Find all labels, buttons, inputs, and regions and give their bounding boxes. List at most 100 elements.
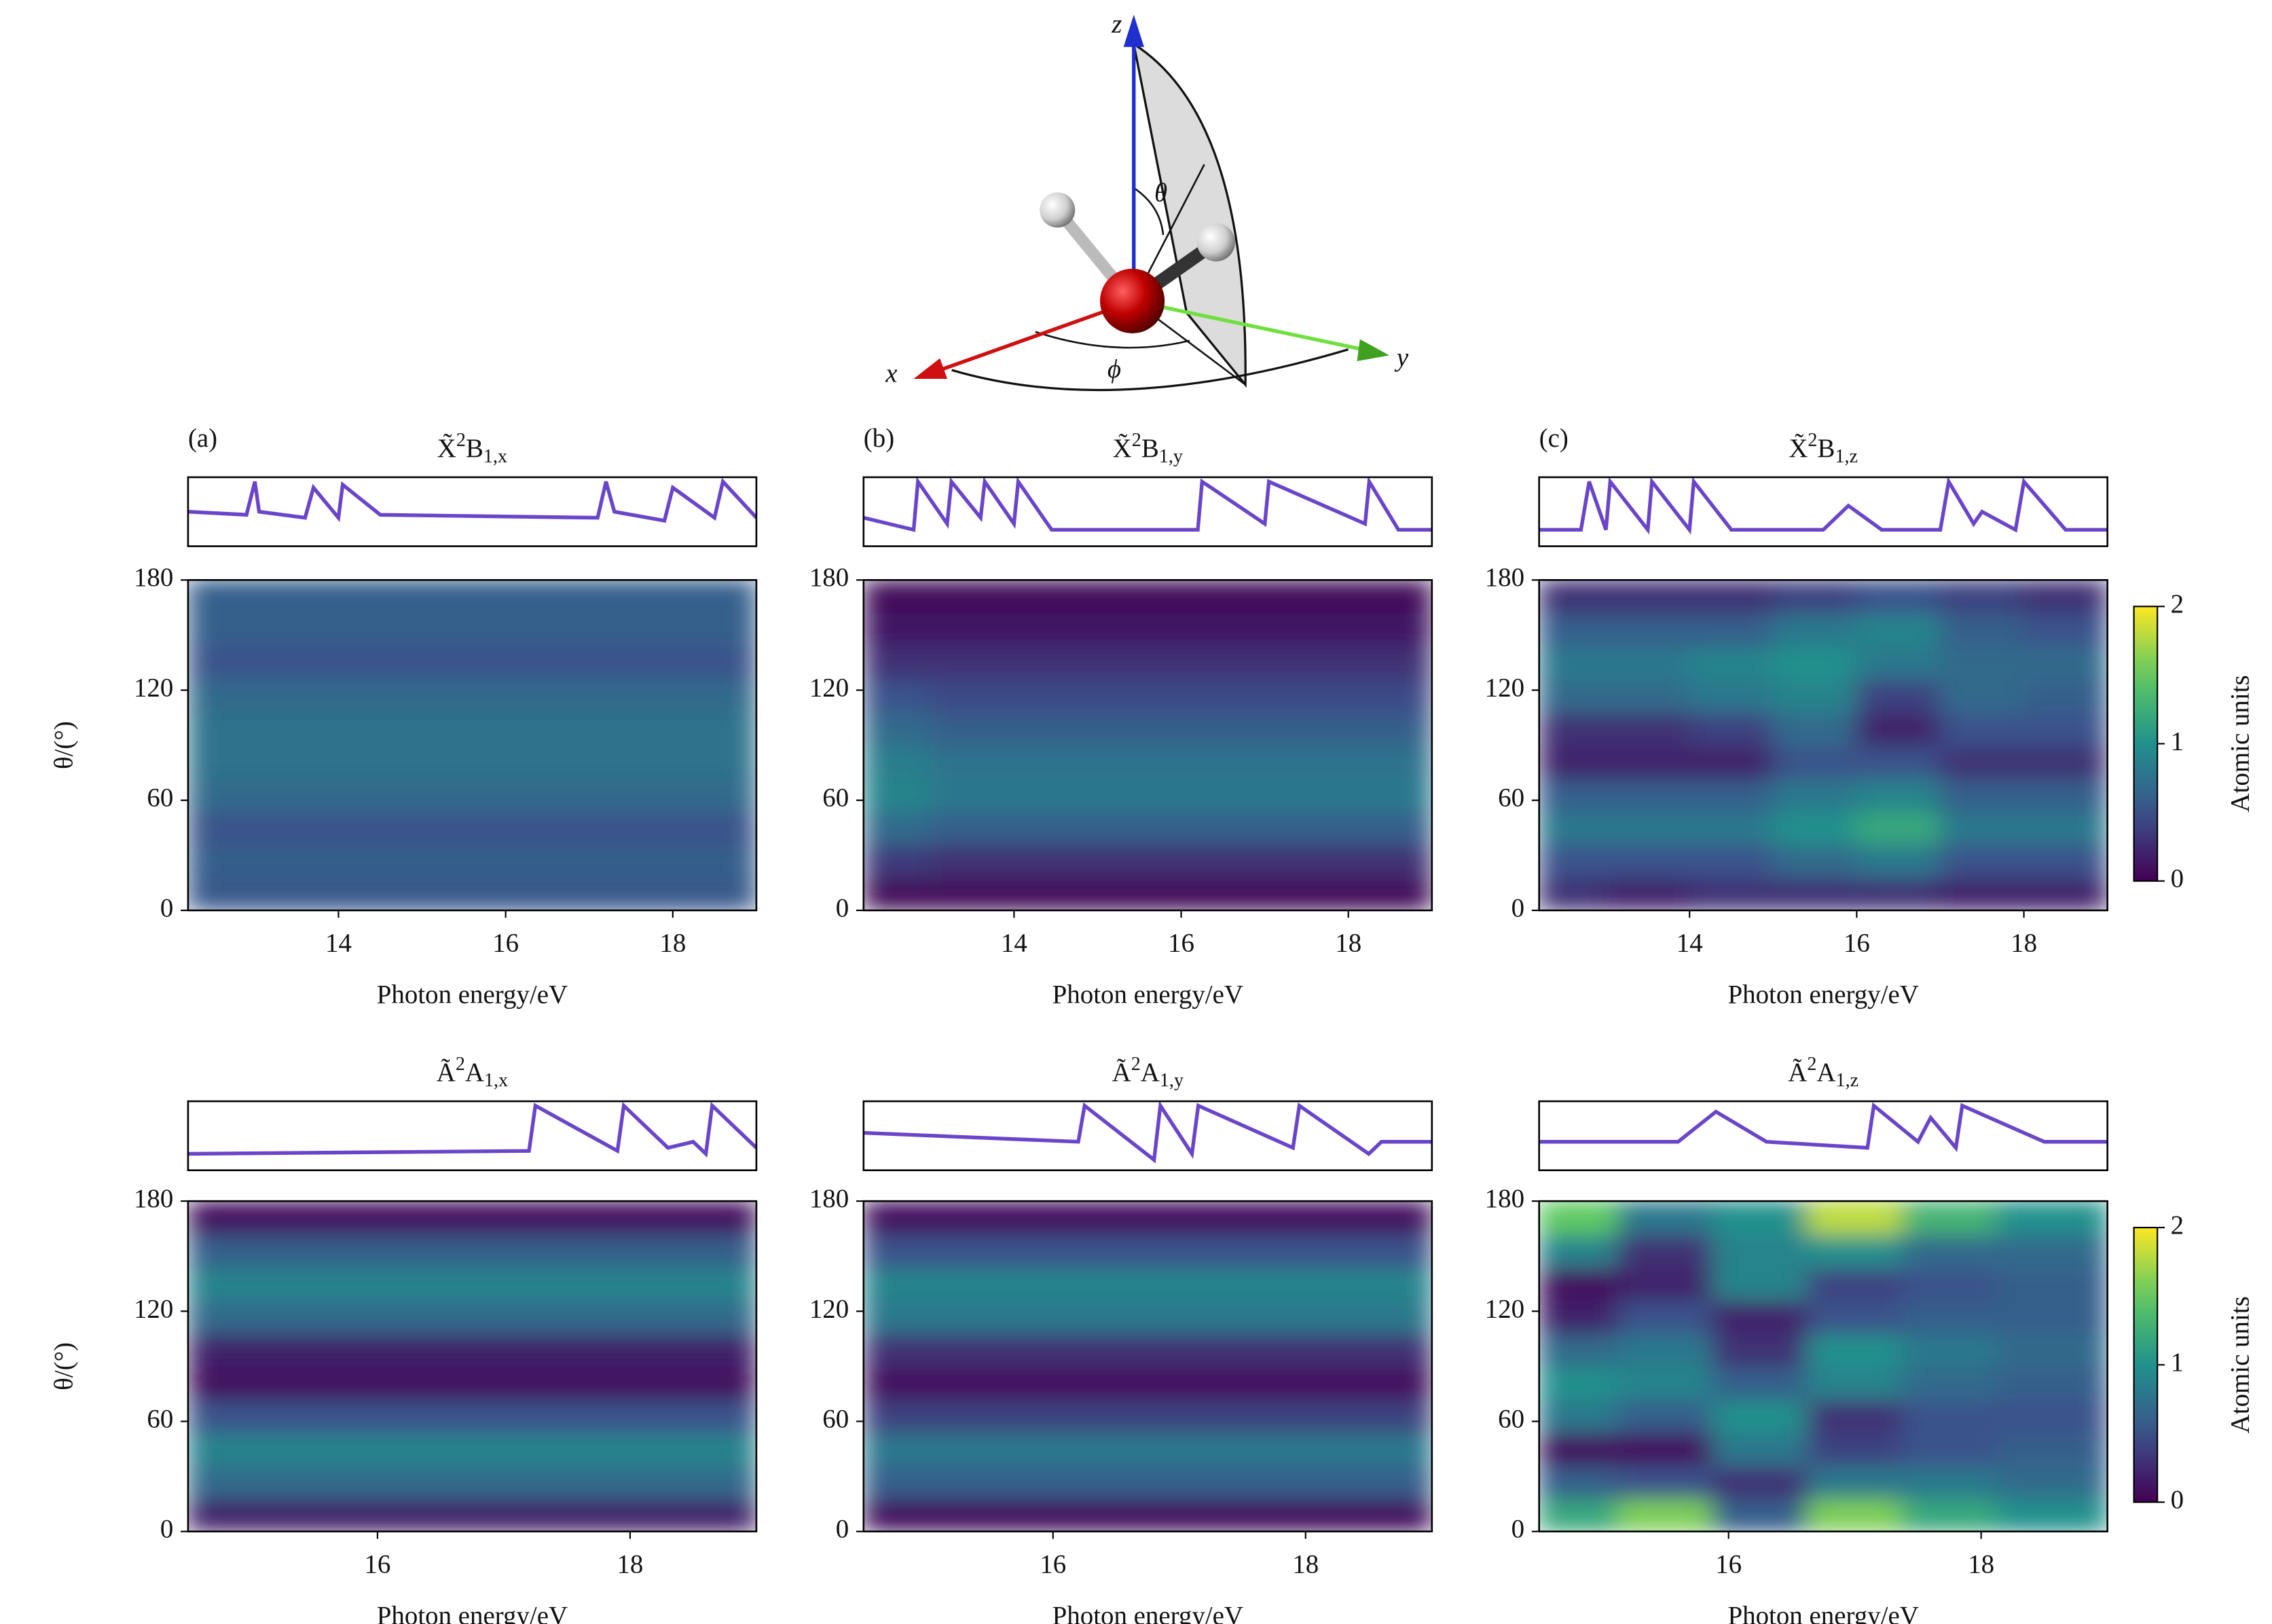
heatmap-cell bbox=[1347, 678, 1432, 714]
colorbar bbox=[2133, 606, 2159, 882]
heatmap-cell bbox=[361, 1266, 458, 1302]
heatmap-cell bbox=[1347, 580, 1432, 614]
heatmap bbox=[863, 580, 1432, 910]
heatmap-cells bbox=[1539, 580, 2108, 910]
axis-label: z bbox=[1111, 10, 1122, 39]
heatmap-cell bbox=[863, 810, 932, 845]
title-sym: A bbox=[1816, 1058, 1835, 1087]
colorbar-label: Atomic units bbox=[2226, 1296, 2255, 1433]
y-tick-label: 120 bbox=[1485, 673, 1524, 702]
panel-title: X̃2B1,x bbox=[437, 430, 507, 467]
heatmap-cell bbox=[254, 810, 340, 845]
heatmap-cell bbox=[1131, 1365, 1228, 1401]
heatmap-cell bbox=[1712, 1464, 1808, 1500]
heatmap-cell bbox=[361, 1431, 458, 1466]
panel-label: (a) bbox=[188, 424, 217, 453]
heatmap-cell bbox=[588, 876, 674, 910]
heatmap-cell bbox=[588, 645, 674, 680]
y-axis bbox=[1133, 299, 1363, 352]
heatmap-cell bbox=[1347, 744, 1432, 779]
heatmap-cell bbox=[930, 678, 1015, 714]
heatmap-cell bbox=[1996, 1233, 2108, 1268]
heatmap-cell bbox=[863, 843, 932, 879]
heatmap-cell bbox=[1605, 744, 1691, 779]
panel-title: X̃2B1,y bbox=[1113, 430, 1183, 467]
y-tick-label: 120 bbox=[134, 1294, 173, 1323]
heatmap-cells bbox=[187, 580, 756, 910]
heatmap-cell bbox=[187, 744, 256, 779]
heatmap-cell bbox=[2023, 645, 2108, 680]
heatmap-cell bbox=[1226, 1431, 1323, 1466]
heatmap-cell bbox=[1772, 843, 1858, 879]
heatmap-cell bbox=[1180, 645, 1266, 680]
heatmap-cell bbox=[930, 645, 1015, 680]
heatmap-cell bbox=[456, 1498, 552, 1532]
heatmap-cell bbox=[672, 711, 756, 746]
heatmap-cell bbox=[266, 1266, 363, 1302]
heatmap-cell bbox=[863, 1464, 944, 1500]
heatmap-cell bbox=[421, 876, 507, 910]
x-axis-label: Photon energy/eV bbox=[377, 980, 568, 1009]
heatmap-cell bbox=[1036, 1233, 1133, 1268]
theta-plane bbox=[1132, 41, 1247, 388]
heatmap-cell bbox=[1264, 744, 1349, 779]
panel-title: Ã2A1,z bbox=[1788, 1054, 1858, 1092]
heatmap-cell bbox=[941, 1431, 1038, 1466]
x-tick-label: 18 bbox=[1335, 929, 1361, 958]
heatmap-cell bbox=[863, 1299, 944, 1334]
heatmap-cell bbox=[1712, 1266, 1808, 1302]
panel-title: Ã2A1,x bbox=[437, 1054, 508, 1092]
heatmap-cell bbox=[266, 1299, 363, 1334]
heatmap-cell bbox=[550, 1431, 647, 1466]
title-sym: B bbox=[1817, 434, 1835, 463]
title-state: X̃ bbox=[1113, 434, 1132, 463]
heatmap-cell bbox=[1901, 1464, 1998, 1500]
heatmap-cell bbox=[456, 1464, 552, 1500]
heatmap-cell bbox=[1856, 744, 1941, 779]
heatmap-cell bbox=[1605, 678, 1691, 714]
x-tick-label: 16 bbox=[1844, 929, 1870, 958]
heatmap-cell bbox=[1939, 810, 2025, 845]
y-tick-label: 180 bbox=[809, 1184, 849, 1213]
y-tick-label: 180 bbox=[134, 1184, 173, 1213]
heatmap-cell bbox=[1712, 1233, 1808, 1268]
heatmap-frame bbox=[1538, 578, 2108, 912]
heatmap-cell bbox=[187, 1498, 268, 1532]
heatmap-cell bbox=[550, 1399, 647, 1433]
heatmap-cell bbox=[672, 810, 756, 845]
heatmap-cell bbox=[1605, 645, 1691, 680]
heatmap-cell bbox=[1539, 1233, 1619, 1268]
y-tick-label: 120 bbox=[809, 673, 849, 702]
heatmap-cell bbox=[1226, 1299, 1323, 1334]
heatmap-cell bbox=[1901, 1431, 1998, 1466]
title-sym: B bbox=[466, 434, 483, 463]
heatmap-cell bbox=[1617, 1431, 1714, 1466]
heatmap-cell bbox=[941, 1399, 1038, 1433]
heatmap-cell bbox=[1939, 876, 2025, 910]
line-frame bbox=[187, 476, 758, 547]
heatmap-cell bbox=[1097, 612, 1182, 647]
heatmap-cell bbox=[1689, 711, 1774, 746]
hydrogen-atom bbox=[1040, 192, 1076, 228]
heatmap-cell bbox=[421, 678, 507, 714]
heatmap-cell bbox=[1901, 1233, 1998, 1268]
heatmap-cell bbox=[456, 1332, 552, 1367]
z-arrow bbox=[1123, 14, 1144, 48]
heatmap-cell bbox=[1856, 843, 1941, 879]
heatmap-cell bbox=[1320, 1464, 1432, 1500]
heatmap-cell bbox=[1097, 678, 1182, 714]
x-tick-label: 14 bbox=[1001, 929, 1027, 958]
heatmap-cell bbox=[550, 1365, 647, 1401]
theta-arc bbox=[1133, 187, 1165, 236]
heatmap-cell bbox=[1131, 1464, 1228, 1500]
heatmap-cell bbox=[1097, 711, 1182, 746]
heatmap-cell bbox=[1320, 1299, 1432, 1334]
heatmap-cell bbox=[1264, 678, 1349, 714]
heatmap-cell bbox=[1856, 876, 1941, 910]
heatmap-cell bbox=[550, 1332, 647, 1367]
title-sup: 2 bbox=[1132, 430, 1141, 451]
heatmap-cell bbox=[645, 1332, 756, 1367]
panel-label: (b) bbox=[864, 424, 894, 453]
heatmap-cell bbox=[1712, 1299, 1808, 1334]
